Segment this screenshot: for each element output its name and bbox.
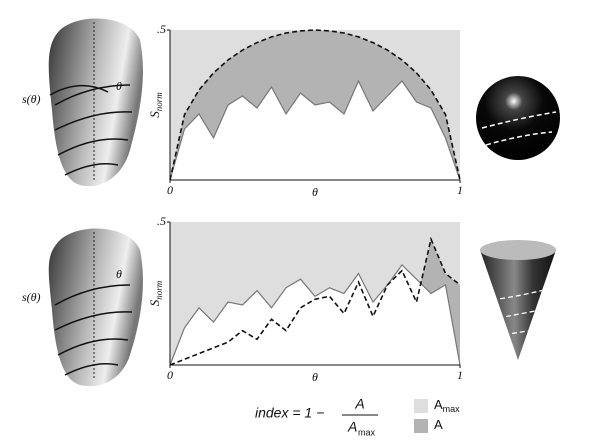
x-tick-label: 0 — [167, 183, 173, 197]
formula-denominator-sub: max — [358, 427, 376, 437]
arc-label: s(θ) — [22, 92, 41, 106]
legend-base: A — [434, 397, 443, 412]
x-tick-label: 0 — [167, 368, 173, 382]
legend-swatch — [414, 419, 428, 433]
x-tick-label: 1 — [457, 368, 463, 382]
page: {"chart_data": [ {"type": "area-pair", "… — [0, 0, 590, 448]
y-tick-label: .5 — [157, 22, 166, 36]
sphere — [476, 76, 560, 160]
x-axis-label: θ — [312, 185, 318, 199]
angle-label: θ — [116, 79, 122, 93]
figure: s(θ) θ s(θ) θ index = 1 − A A max .501θS… — [0, 0, 590, 448]
y-label-sub: norm — [154, 280, 164, 300]
formula-lhs: index = 1 − — [255, 405, 324, 421]
angle-label: θ — [116, 267, 122, 281]
formula-numerator: A — [354, 396, 364, 412]
legend-swatch — [414, 399, 428, 413]
arc-label: s(θ) — [22, 290, 41, 304]
legend-sub: max — [443, 404, 461, 414]
y-tick-label: .5 — [157, 214, 166, 228]
x-axis-label: θ — [312, 370, 318, 384]
cone-top — [480, 240, 556, 260]
x-tick-label: 1 — [457, 183, 463, 197]
y-label-sub: norm — [154, 92, 164, 112]
legend-base: A — [434, 417, 443, 432]
legend-label: A — [434, 417, 443, 432]
formula-denominator: A — [347, 419, 357, 435]
